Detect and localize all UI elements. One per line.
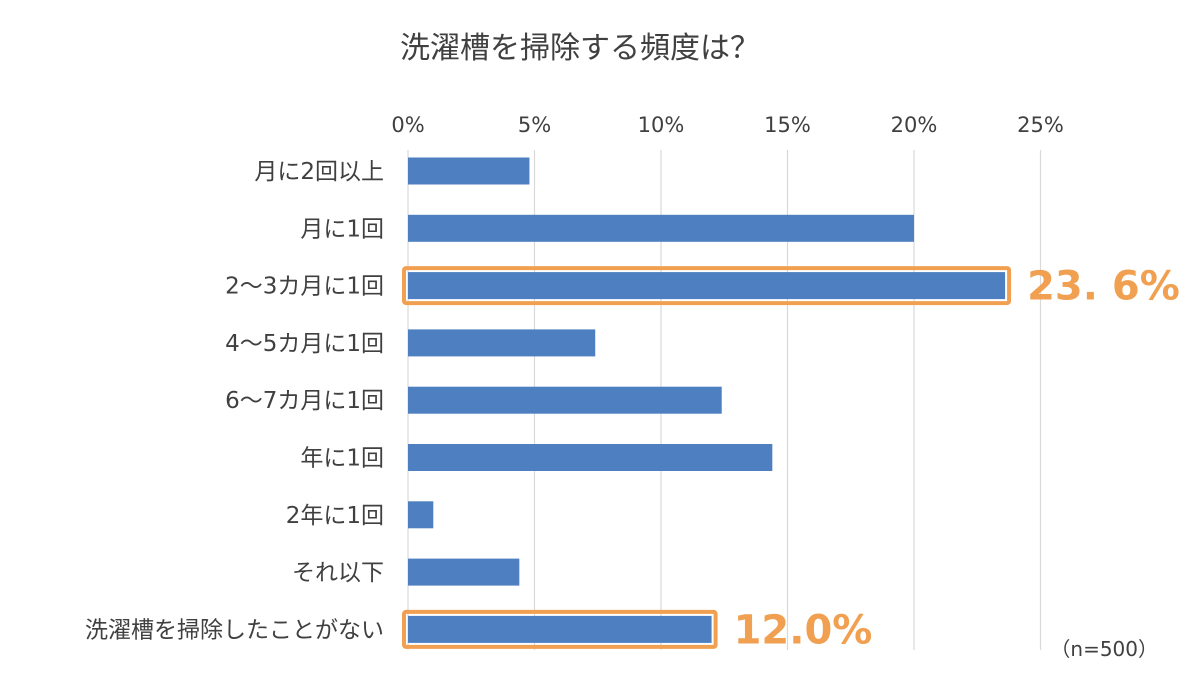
highlights: 23. 6% 12.0% (402, 264, 1180, 653)
x-tick-label: 5% (518, 113, 551, 137)
bar (408, 386, 722, 414)
category-label: 6～7カ月に1回 (225, 388, 384, 414)
highlight-frame (402, 266, 1012, 306)
chart-title: 洗濯槽を掃除する頻度は？ (400, 31, 760, 66)
bar (408, 272, 1006, 300)
category-label: 洗濯槽を掃除したことがない (85, 617, 384, 643)
bar (408, 329, 596, 357)
category-label: それ以下 (292, 560, 384, 586)
highlight-value-label: 23. 6% (1027, 264, 1180, 310)
bars (408, 157, 1006, 643)
x-tick-label: 25% (1017, 113, 1064, 137)
bar (408, 214, 914, 242)
bar (408, 558, 520, 586)
sample-size-note: （n=500） (1050, 637, 1158, 661)
highlight-frame (402, 609, 718, 649)
bar (408, 444, 773, 471)
x-tick-label: 0% (391, 113, 424, 137)
category-label: 2～3カ月に1回 (225, 274, 384, 300)
category-label: 4～5カ月に1回 (225, 331, 384, 357)
x-tick-label: 10% (638, 113, 685, 137)
x-axis-ticks: 0% 5% 10% 15% 20% 25% (391, 113, 1064, 137)
bar (408, 615, 712, 643)
x-tick-label: 20% (891, 113, 938, 137)
category-label: 月に1回 (300, 216, 384, 242)
highlight-value-label: 12.0% (734, 607, 873, 653)
category-label: 月に2回以上 (254, 159, 384, 185)
category-label: 2年に1回 (286, 503, 384, 529)
category-label: 年に1回 (300, 446, 384, 472)
bar (408, 157, 530, 185)
bar (408, 501, 434, 529)
x-tick-label: 15% (764, 113, 811, 137)
